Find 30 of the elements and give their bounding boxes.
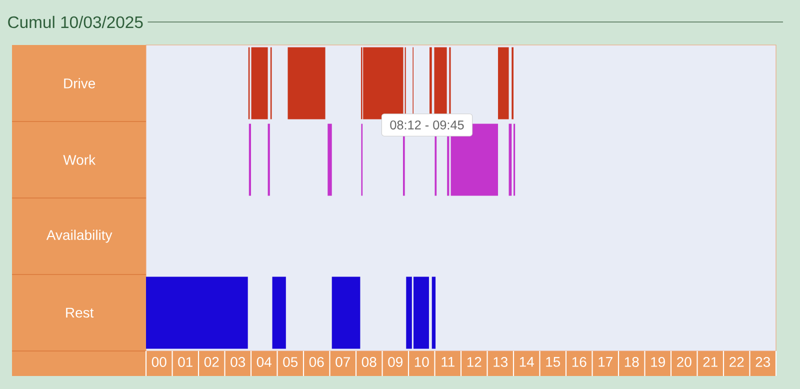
x-tick-label: 02 bbox=[204, 357, 219, 367]
x-tick-label: 20 bbox=[677, 357, 692, 367]
x-tick-label: 16 bbox=[572, 357, 586, 367]
y-tick-label: Drive bbox=[64, 78, 96, 88]
x-tick-label: 12 bbox=[467, 357, 482, 367]
x-tick-label: 19 bbox=[651, 357, 665, 367]
x-tick-label: 03 bbox=[230, 357, 246, 367]
x-tick-label: 18 bbox=[624, 357, 639, 367]
x-tick-label: 11 bbox=[442, 357, 454, 367]
y-tick-label: Availability bbox=[46, 230, 112, 243]
x-tick-label: 00 bbox=[152, 357, 166, 367]
x-tick-label: 08 bbox=[362, 357, 376, 367]
x-tick-label: 21 bbox=[703, 357, 718, 367]
x-tick-label: 22 bbox=[730, 357, 744, 367]
x-tick-label: 14 bbox=[520, 357, 534, 367]
x-tick-label: 15 bbox=[546, 357, 560, 367]
x-tick-label: 05 bbox=[283, 357, 298, 367]
x-tick-label: 01 bbox=[178, 357, 192, 367]
x-tick-label: 17 bbox=[598, 357, 612, 367]
x-tick-label: 09 bbox=[388, 357, 402, 367]
x-tick-label: 23 bbox=[756, 357, 770, 367]
y-tick-label: Rest bbox=[66, 308, 94, 318]
x-tick-label: 13 bbox=[494, 357, 508, 367]
x-tick-label: 06 bbox=[309, 357, 324, 367]
x-tick-label: 07 bbox=[336, 357, 350, 367]
chart-title: Cumul 10/03/2025 bbox=[8, 16, 143, 28]
y-tick-label: Work bbox=[63, 154, 96, 165]
x-tick-label: 10 bbox=[414, 357, 429, 367]
annotation: 08:12 - 09:45 bbox=[390, 120, 464, 130]
x-tick-label: 04 bbox=[256, 357, 272, 367]
